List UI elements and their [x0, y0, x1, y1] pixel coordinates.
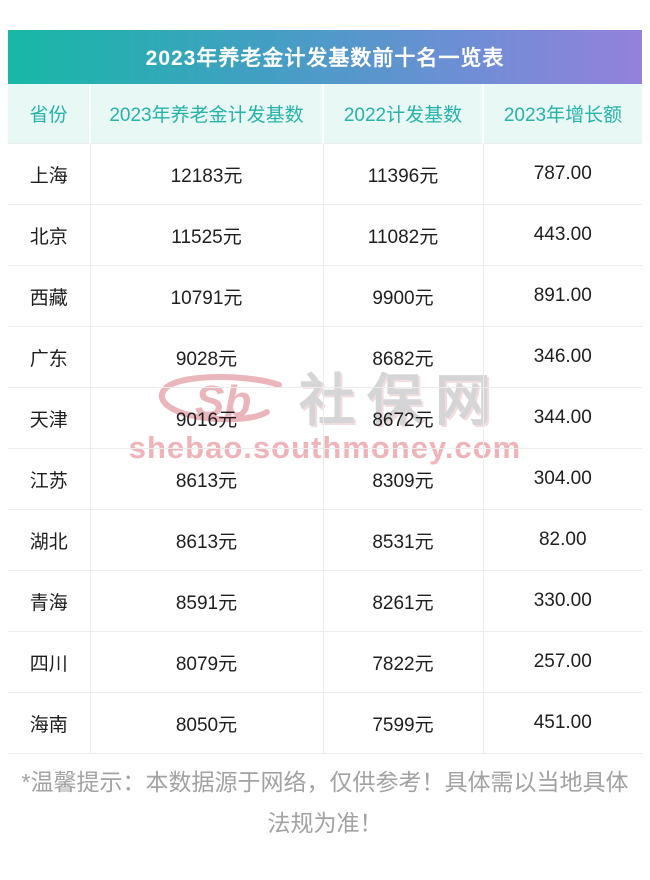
header-row: 省份 2023年养老金计发基数 2022计发基数 2023年增长额 [8, 84, 642, 144]
cell-2023-base: 9028元 [89, 326, 323, 388]
cell-growth: 787.00 [482, 143, 642, 205]
cell-province: 江苏 [8, 448, 90, 510]
table-row: 北京 11525元 11082元 443.00 [8, 204, 642, 266]
cell-growth: 257.00 [482, 631, 642, 693]
cell-growth: 443.00 [482, 204, 642, 266]
cell-2023-base: 8613元 [89, 448, 323, 510]
cell-2023-base: 8050元 [89, 692, 323, 754]
cell-2022-base: 7599元 [322, 692, 483, 754]
cell-growth: 346.00 [482, 326, 642, 388]
cell-growth: 344.00 [482, 387, 642, 449]
cell-2022-base: 7822元 [322, 631, 483, 693]
cell-2022-base: 8682元 [322, 326, 483, 388]
cell-2022-base: 11082元 [322, 204, 483, 266]
cell-2022-base: 8261元 [322, 570, 483, 632]
cell-province: 天津 [8, 387, 90, 449]
table-row: 海南 8050元 7599元 451.00 [8, 692, 642, 754]
cell-province: 上海 [8, 143, 90, 205]
col-header-province: 省份 [8, 84, 90, 144]
cell-growth: 891.00 [482, 265, 642, 327]
table-row: 四川 8079元 7822元 257.00 [8, 631, 642, 693]
cell-2023-base: 8079元 [89, 631, 323, 693]
table-row: 江苏 8613元 8309元 304.00 [8, 448, 642, 510]
col-header-2023-base: 2023年养老金计发基数 [89, 84, 323, 144]
table-title: 2023年养老金计发基数前十名一览表 [145, 47, 505, 70]
table-row: 天津 9016元 8672元 344.00 [8, 387, 642, 449]
table-row: 湖北 8613元 8531元 82.00 [8, 509, 642, 571]
table-row: 上海 12183元 11396元 787.00 [8, 143, 642, 205]
cell-2022-base: 9900元 [322, 265, 483, 327]
cell-2023-base: 12183元 [89, 143, 323, 205]
cell-province: 广东 [8, 326, 90, 388]
cell-2023-base: 8613元 [89, 509, 323, 571]
table-title-bar: 2023年养老金计发基数前十名一览表 [8, 30, 642, 84]
cell-province: 北京 [8, 204, 90, 266]
cell-province: 青海 [8, 570, 90, 632]
pension-table: 省份 2023年养老金计发基数 2022计发基数 2023年增长额 上海 121… [8, 84, 642, 754]
cell-2023-base: 8591元 [89, 570, 323, 632]
cell-2023-base: 11525元 [89, 204, 323, 266]
table-row: 西藏 10791元 9900元 891.00 [8, 265, 642, 327]
cell-province: 西藏 [8, 265, 90, 327]
cell-2023-base: 9016元 [89, 387, 323, 449]
cell-growth: 304.00 [482, 448, 642, 510]
cell-2022-base: 8672元 [322, 387, 483, 449]
cell-province: 湖北 [8, 509, 90, 571]
footer-note: *温馨提示：本数据源于网络，仅供参考！具体需以当地具体法规为准！ [21, 769, 629, 836]
cell-growth: 451.00 [482, 692, 642, 754]
table-row: 青海 8591元 8261元 330.00 [8, 570, 642, 632]
cell-2023-base: 10791元 [89, 265, 323, 327]
cell-province: 四川 [8, 631, 90, 693]
col-header-2023-growth: 2023年增长额 [482, 84, 642, 144]
col-header-2022-base: 2022计发基数 [322, 84, 483, 144]
cell-province: 海南 [8, 692, 90, 754]
table-row: 广东 9028元 8682元 346.00 [8, 326, 642, 388]
cell-2022-base: 8309元 [322, 448, 483, 510]
cell-growth: 330.00 [482, 570, 642, 632]
cell-growth: 82.00 [482, 509, 642, 571]
cell-2022-base: 11396元 [322, 143, 483, 205]
cell-2022-base: 8531元 [322, 509, 483, 571]
